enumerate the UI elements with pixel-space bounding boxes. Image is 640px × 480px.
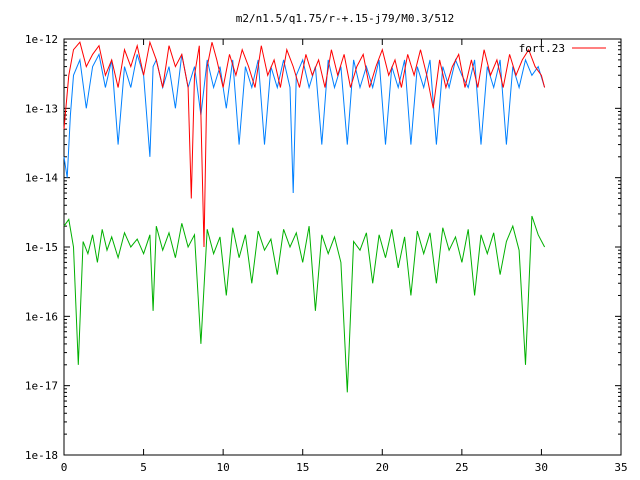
series-line: [63, 40, 546, 248]
x-tick-label: 25: [455, 461, 468, 474]
y-tick-label: 1e-15: [25, 241, 58, 254]
y-tick-label: 1e-18: [25, 449, 58, 462]
series-line: [63, 215, 546, 393]
y-tick-label: 1e-13: [25, 102, 58, 115]
y-tick-label: 1e-14: [25, 172, 58, 185]
x-tick-label: 30: [535, 461, 548, 474]
x-tick-label: 10: [217, 461, 230, 474]
x-tick-labels: 0 5 10 15 20 25 30 35: [61, 461, 628, 474]
y-tick-labels: 1e-18 1e-17 1e-16 1e-15 1e-14 1e-13 1e-12: [25, 33, 58, 462]
x-tick-label: 0: [61, 461, 68, 474]
legend: fort.23: [519, 42, 606, 55]
axis-ticks: [63, 38, 622, 456]
x-tick-label: 5: [140, 461, 147, 474]
series-line: [63, 52, 546, 194]
x-tick-label: 35: [614, 461, 627, 474]
x-tick-label: 15: [296, 461, 309, 474]
y-tick-label: 1e-12: [25, 33, 58, 46]
legend-label: fort.23: [519, 42, 565, 55]
y-tick-label: 1e-17: [25, 380, 58, 393]
plot-frame: [63, 38, 622, 456]
x-tick-label: 20: [376, 461, 389, 474]
y-tick-label: 1e-16: [25, 310, 58, 323]
chart-title: m2/n1.5/q1.75/r-+.15-j79/M0.3/512: [236, 12, 455, 25]
series-lines: [63, 40, 546, 393]
